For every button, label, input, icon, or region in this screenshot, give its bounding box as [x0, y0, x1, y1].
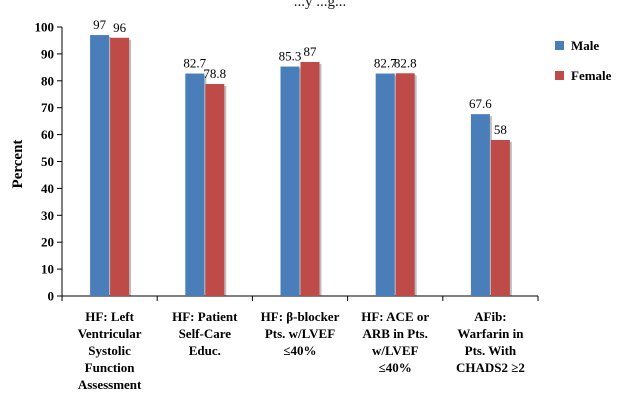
data-label: 97 — [93, 17, 107, 32]
y-tick-label: 0 — [48, 289, 55, 304]
y-tick-label: 10 — [41, 262, 54, 277]
bar-female — [300, 61, 320, 296]
category-label: HF: Patient — [172, 309, 238, 324]
legend-label: Male — [571, 38, 599, 53]
category-label: Ventricular — [78, 326, 142, 341]
bar-female — [490, 139, 510, 296]
data-label: 82.7 — [183, 56, 206, 71]
data-label: 58 — [494, 122, 507, 137]
legend-swatch — [555, 71, 564, 80]
y-tick-label: 20 — [41, 235, 54, 250]
category-label: CHADS2 ≥2 — [456, 360, 525, 375]
category-label: Self-Care — [179, 326, 232, 341]
legend-label: Female — [571, 68, 612, 83]
category-label: HF: β-blocker — [261, 309, 340, 324]
category-label: ≤40% — [379, 360, 412, 375]
data-label: 82.8 — [394, 55, 417, 70]
chart-title-fragment: ...y ...g... — [294, 0, 347, 10]
y-tick-label: 70 — [41, 100, 54, 115]
y-tick-label: 80 — [41, 73, 54, 88]
legend-swatch — [555, 41, 564, 50]
bar-female — [205, 84, 225, 296]
category-label: Educ. — [189, 343, 221, 358]
y-tick-label: 50 — [41, 154, 54, 169]
category-label: w/LVEF — [372, 343, 419, 358]
data-label: 67.6 — [469, 96, 492, 111]
axes: 0 10 20 30 40 50 60 70 80 90 100 — [35, 20, 539, 304]
bar-female — [110, 37, 130, 296]
y-tick-label: 90 — [41, 46, 54, 61]
category-label: ARB in Pts. — [363, 326, 428, 341]
category-label: Warfarin in — [457, 326, 524, 341]
category-label: AFib: — [474, 309, 507, 324]
category-label: HF: ACE or — [361, 309, 429, 324]
category-label: Pts. w/LVEF — [265, 326, 335, 341]
bar-female — [395, 73, 415, 296]
legend: Male Female — [555, 38, 612, 83]
y-tick-label: 100 — [35, 20, 55, 35]
y-tick-label: 40 — [41, 181, 54, 196]
category-labels: HF: Left Ventricular Systolic Function Asses… — [78, 309, 525, 392]
bar-male — [470, 114, 490, 296]
bars — [90, 35, 512, 296]
y-tick-label: 60 — [41, 127, 54, 142]
category-label: Systolic — [88, 343, 131, 358]
category-label: Function — [85, 360, 136, 375]
category-label: HF: Left — [85, 309, 134, 324]
category-label: Assessment — [78, 377, 142, 392]
data-label: 82.7 — [374, 56, 397, 71]
bar-male — [185, 73, 205, 296]
y-tick-label: 30 — [41, 208, 54, 223]
data-label: 85.3 — [279, 49, 302, 64]
y-axis-title: Percent — [10, 140, 26, 189]
bar-male — [280, 66, 300, 296]
data-label: 87 — [304, 44, 318, 59]
category-label: ≤40% — [283, 343, 316, 358]
data-label: 96 — [113, 20, 127, 35]
category-label: Pts. With — [465, 343, 517, 358]
bar-male — [90, 35, 110, 296]
data-label: 78.8 — [203, 66, 226, 81]
bar-male — [375, 73, 395, 296]
